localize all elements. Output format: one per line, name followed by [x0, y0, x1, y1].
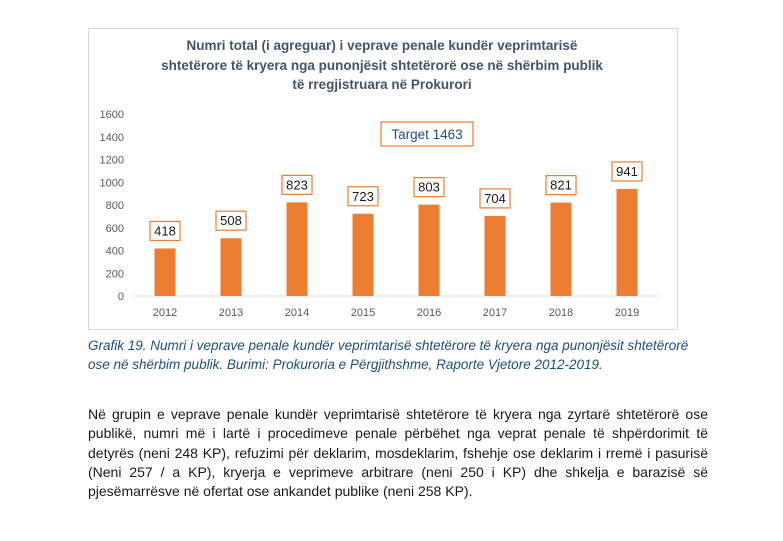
- target-annotation: Target 1463: [391, 127, 462, 142]
- x-tick-label: 2012: [153, 307, 177, 319]
- y-tick-label: 400: [106, 246, 124, 258]
- data-label: 803: [418, 180, 440, 195]
- bar: [550, 202, 572, 296]
- chart-title-line-1: Numri total (i agreguar) i veprave penal…: [186, 38, 578, 53]
- bar: [286, 202, 308, 296]
- data-label: 723: [352, 189, 374, 204]
- bar: [616, 188, 638, 296]
- y-tick-label: 1400: [100, 132, 124, 144]
- x-tick-label: 2014: [285, 307, 309, 319]
- bar: [352, 213, 374, 296]
- x-tick-label: 2013: [219, 307, 243, 319]
- y-tick-label: 0: [118, 291, 124, 303]
- chart-title-line-2: shtetërore të kryera nga punonjësit shte…: [161, 57, 603, 73]
- data-label: 508: [220, 213, 242, 228]
- data-label-box: [611, 161, 643, 182]
- y-tick-label: 600: [106, 223, 124, 235]
- figure-frame: [88, 28, 678, 330]
- figure-caption: Grafik 19. Numri i veprave penale kundër…: [88, 336, 728, 374]
- bar-chart: 0 200 400 600 800 1000 1200 1400 1600 418 2012 508 2…: [100, 109, 660, 319]
- body-paragraph: Në grupin e veprave penale kundër veprim…: [88, 406, 708, 500]
- caption-line-2: ose në shërbim publik. Burimi: Prokurori…: [88, 357, 603, 372]
- data-label-box: [149, 220, 181, 242]
- chart-title: Numri total (i agreguar) i veprave penal…: [88, 36, 676, 95]
- x-tick-label: 2018: [549, 307, 573, 319]
- chart-title-line-3: të rregjistruara në Prokurori: [292, 77, 472, 92]
- bar: [418, 204, 440, 296]
- data-label-box: [215, 210, 247, 231]
- x-tick-label: 2019: [615, 307, 639, 319]
- data-label: 704: [484, 191, 506, 206]
- data-label-box: [281, 174, 313, 195]
- data-label-box: [545, 175, 577, 196]
- data-label: 823: [286, 177, 308, 192]
- bar: [220, 238, 242, 296]
- data-label: 821: [550, 178, 572, 193]
- data-label: 941: [616, 164, 638, 179]
- y-tick-label: 200: [106, 268, 124, 280]
- x-tick-label: 2016: [417, 307, 441, 319]
- x-tick-label: 2015: [351, 307, 375, 319]
- data-label: 418: [154, 223, 176, 238]
- data-label-box: [413, 177, 445, 198]
- y-tick-label: 1200: [100, 155, 124, 167]
- y-tick-label: 800: [106, 200, 124, 212]
- bar: [484, 215, 506, 296]
- data-label-box: [347, 186, 379, 207]
- target-annotation-box: [380, 121, 474, 147]
- data-label-box: [479, 188, 511, 209]
- bar: [154, 248, 176, 296]
- y-tick-label: 1600: [100, 109, 124, 121]
- caption-line-1: Grafik 19. Numri i veprave penale kundër…: [88, 338, 689, 353]
- x-tick-label: 2017: [483, 307, 507, 319]
- y-tick-label: 1000: [100, 177, 124, 189]
